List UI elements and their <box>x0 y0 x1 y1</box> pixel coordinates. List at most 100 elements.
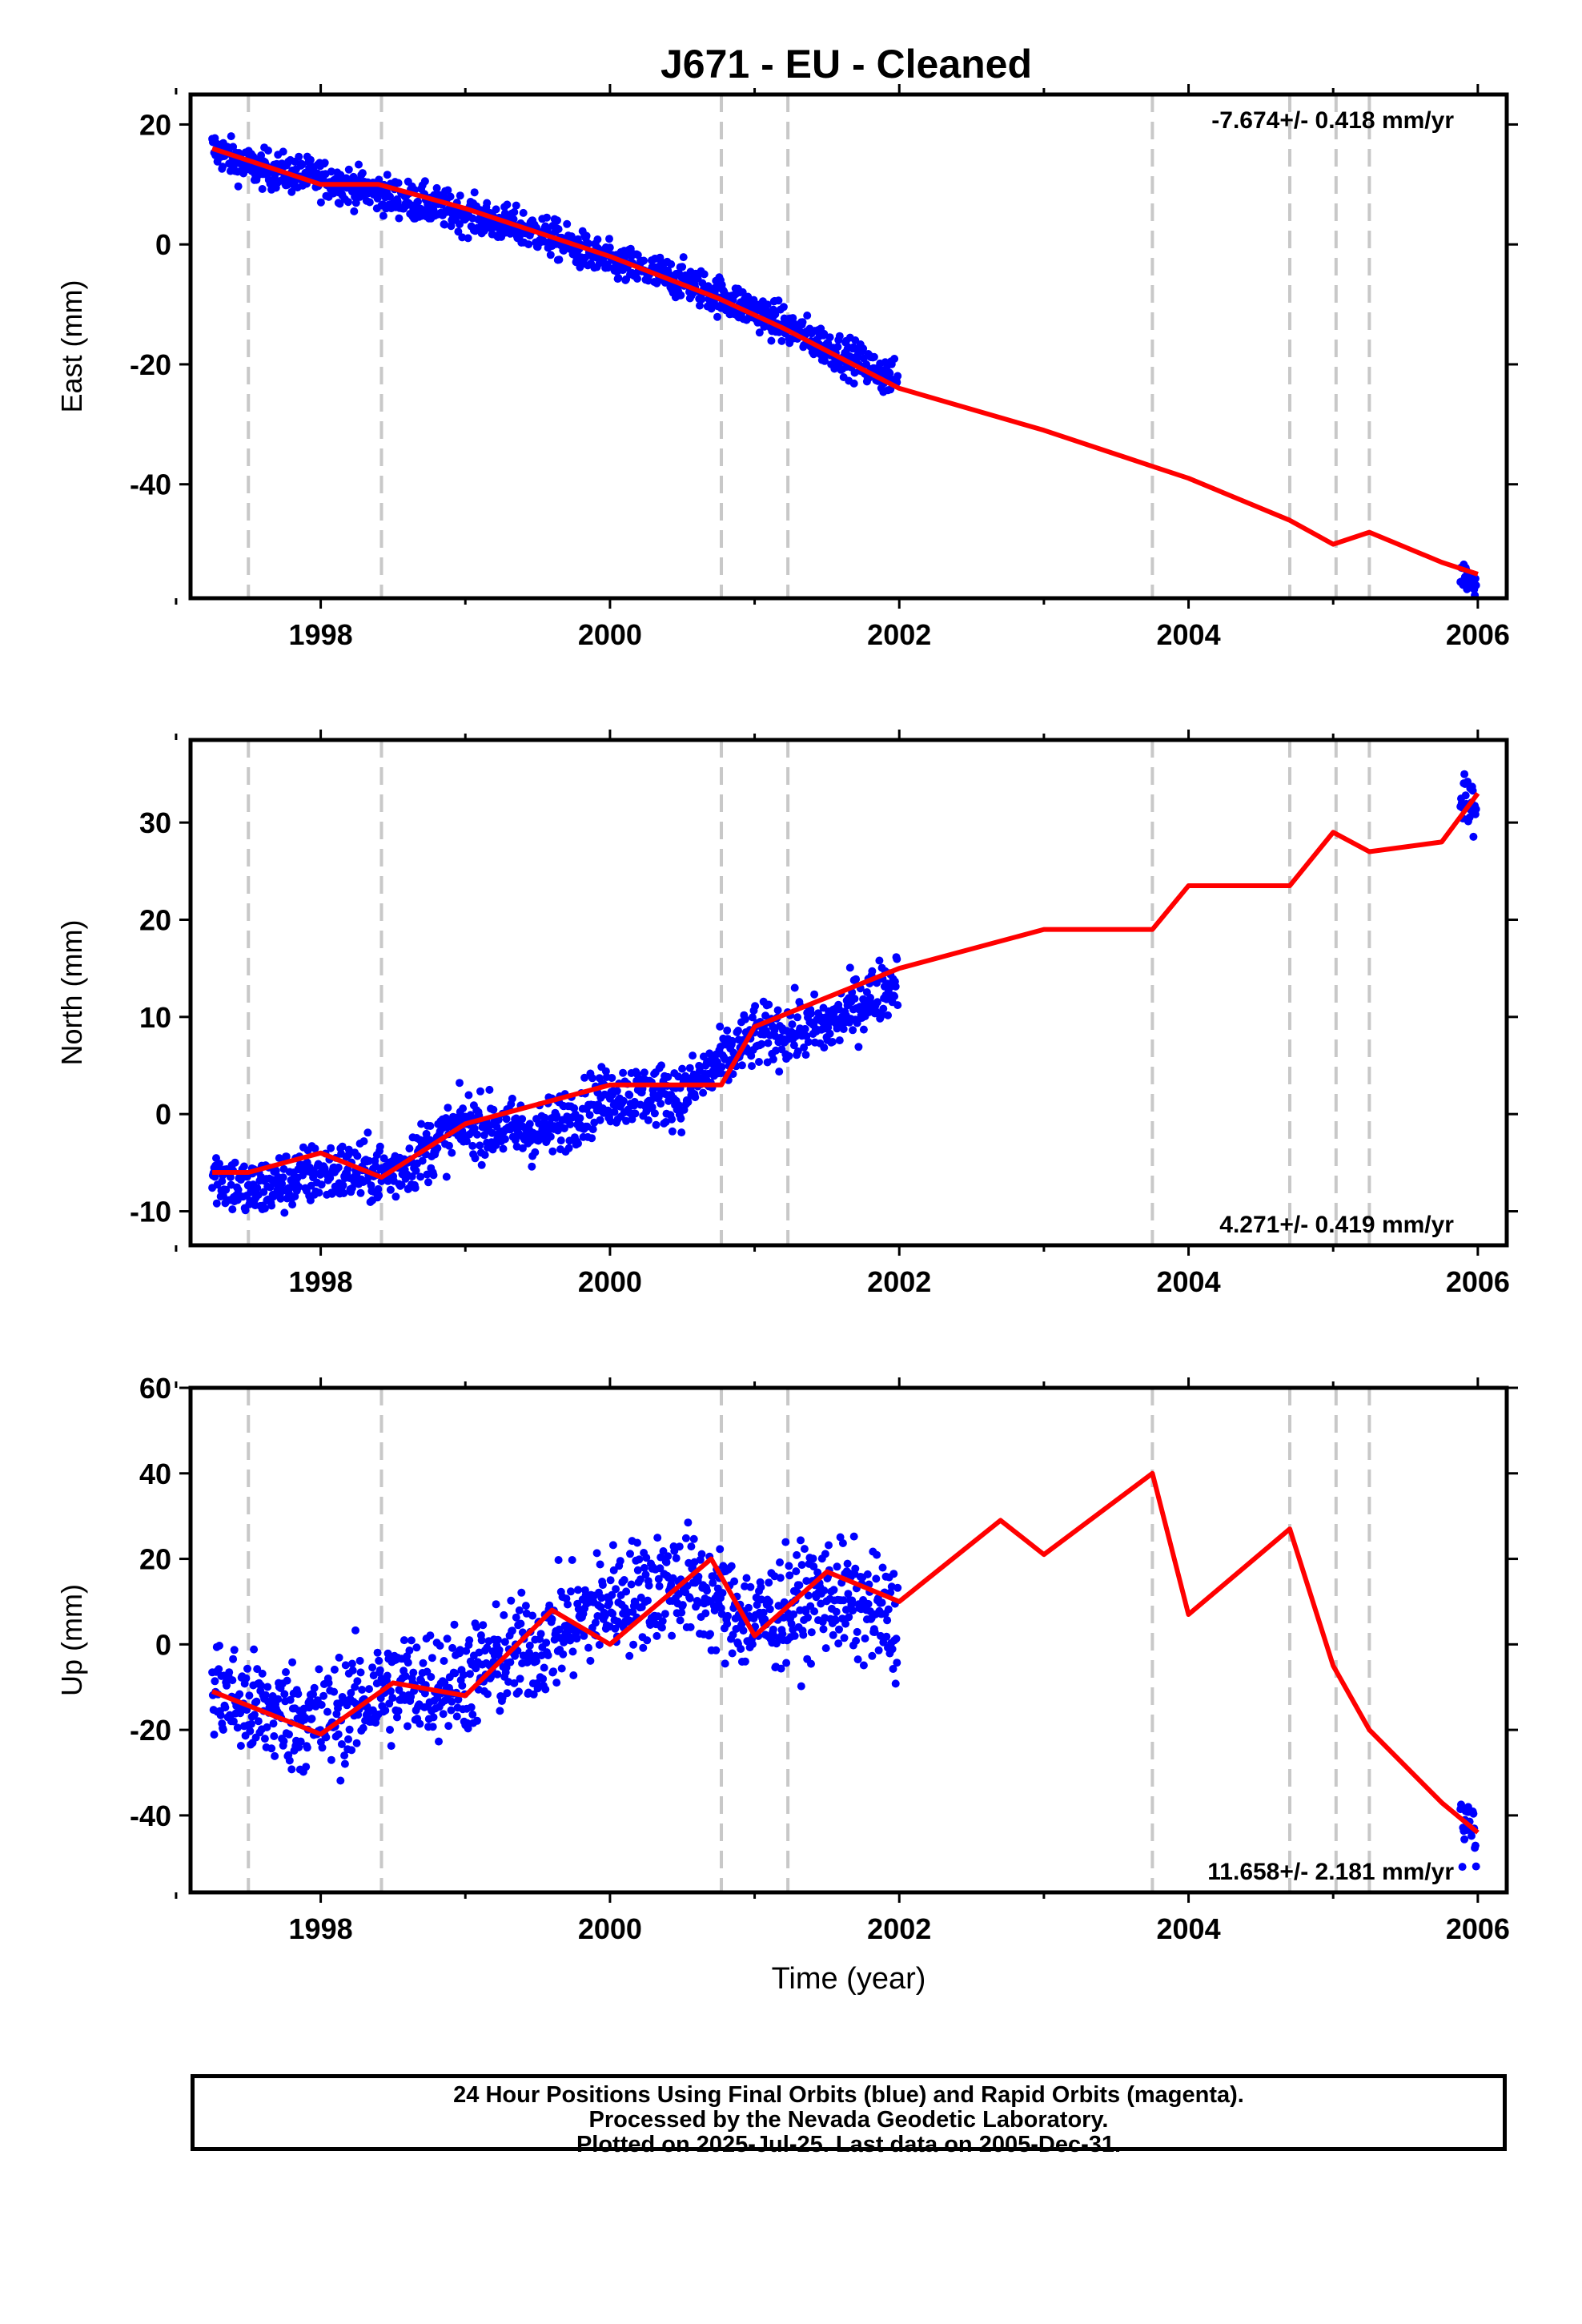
north-point <box>476 1087 484 1096</box>
up-point <box>394 1707 403 1715</box>
north-point <box>552 1112 561 1120</box>
up-point <box>567 1587 575 1596</box>
up-point <box>247 1719 255 1728</box>
north-y-axis-label: North (mm) <box>55 920 88 1066</box>
north-point <box>326 1173 335 1182</box>
east-point <box>767 336 776 345</box>
up-point <box>757 1582 765 1591</box>
north-point <box>560 1124 568 1132</box>
up-point <box>407 1636 416 1645</box>
east-point <box>821 356 829 365</box>
up-point <box>678 1601 687 1610</box>
east-point <box>749 296 758 304</box>
up-point <box>516 1619 525 1628</box>
up-point <box>483 1643 492 1652</box>
up-point <box>477 1636 486 1645</box>
up-point <box>317 1700 326 1709</box>
up-point <box>809 1562 818 1571</box>
north-point <box>873 998 881 1007</box>
up-point <box>636 1575 644 1584</box>
up-point <box>853 1655 862 1664</box>
north-point <box>748 1013 757 1022</box>
up-point <box>319 1691 328 1700</box>
up-point <box>849 1606 857 1615</box>
north-point <box>241 1206 250 1215</box>
north-point <box>334 1163 343 1172</box>
east-y-tick-label: 0 <box>155 228 171 261</box>
up-point <box>703 1586 711 1595</box>
north-point <box>500 1135 509 1144</box>
up-point <box>428 1654 436 1663</box>
up-point <box>809 1554 817 1563</box>
up-point <box>723 1619 732 1628</box>
up-point <box>676 1616 685 1625</box>
up-point <box>252 1697 261 1706</box>
up-point <box>853 1627 861 1636</box>
up-point <box>616 1557 624 1566</box>
up-point <box>1472 1862 1480 1871</box>
up-point <box>409 1668 418 1677</box>
up-point <box>795 1581 804 1590</box>
north-point <box>377 1177 386 1185</box>
east-point <box>351 199 360 207</box>
north-point <box>606 1117 615 1126</box>
up-point <box>356 1668 365 1677</box>
up-point <box>557 1664 566 1673</box>
up-point <box>386 1726 394 1734</box>
up-point <box>340 1751 349 1760</box>
up-point <box>774 1602 783 1610</box>
north-point <box>656 1100 665 1108</box>
up-point <box>612 1585 620 1594</box>
up-point <box>841 1619 850 1628</box>
up-point <box>821 1644 830 1653</box>
east-point <box>234 182 243 191</box>
up-point <box>345 1725 354 1734</box>
up-point <box>536 1630 545 1638</box>
north-rate-label: 4.271+/- 0.419 mm/yr <box>1219 1212 1454 1238</box>
up-point <box>785 1571 794 1580</box>
up-point <box>330 1687 339 1696</box>
north-point <box>839 1025 848 1033</box>
up-point <box>443 1634 452 1643</box>
north-point <box>363 1128 372 1137</box>
north-point <box>588 1125 597 1134</box>
up-point <box>789 1610 798 1618</box>
up-points <box>208 1518 1480 1872</box>
up-point <box>305 1703 314 1712</box>
east-point <box>383 171 391 179</box>
up-point <box>835 1625 843 1634</box>
north-point <box>359 1137 368 1146</box>
north-point <box>424 1178 432 1187</box>
up-point <box>686 1622 695 1631</box>
north-point <box>418 1156 427 1165</box>
east-point <box>470 188 479 197</box>
up-point <box>246 1727 255 1735</box>
up-point <box>746 1582 755 1591</box>
east-point <box>760 323 769 331</box>
up-point <box>393 1713 401 1722</box>
east-point <box>355 160 363 169</box>
up-point <box>435 1737 443 1746</box>
up-point <box>864 1599 873 1608</box>
up-point <box>825 1541 833 1550</box>
up-point <box>1471 1841 1480 1850</box>
up-point <box>883 1616 892 1625</box>
up-point <box>267 1744 276 1753</box>
up-point <box>228 1676 237 1685</box>
north-point <box>417 1120 426 1128</box>
north-y-tick-label: 30 <box>139 806 171 839</box>
east-point <box>546 251 555 259</box>
up-point <box>609 1566 618 1574</box>
east-point <box>890 355 899 363</box>
up-point <box>525 1641 534 1650</box>
east-point <box>803 312 812 320</box>
up-point <box>591 1618 600 1627</box>
east-point <box>543 213 551 222</box>
north-point <box>397 1180 406 1189</box>
up-point <box>694 1572 703 1581</box>
up-point <box>383 1671 391 1680</box>
east-y-tick-label: 20 <box>139 108 171 141</box>
east-point <box>835 332 844 340</box>
north-point <box>269 1192 278 1201</box>
up-point <box>706 1630 714 1638</box>
